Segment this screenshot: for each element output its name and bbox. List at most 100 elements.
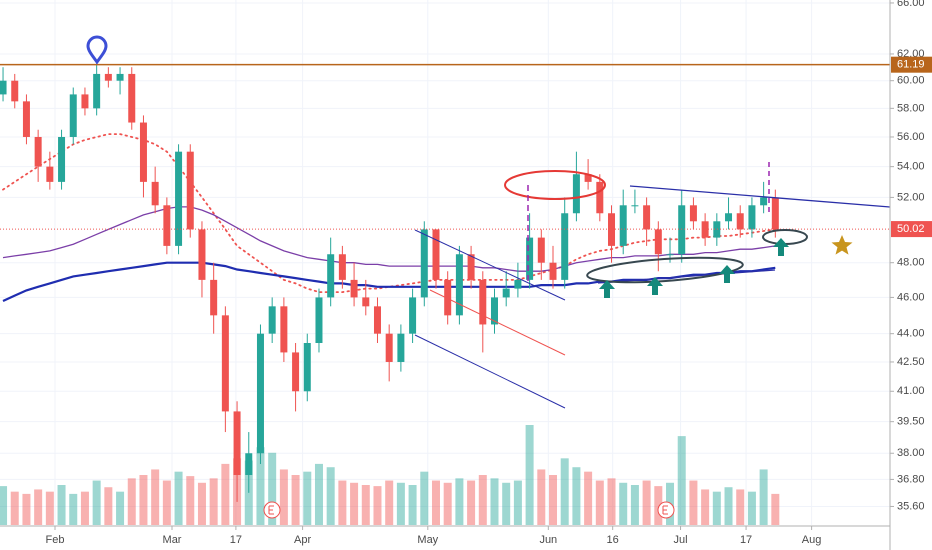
trend-line: [597, 269, 776, 284]
volume-bar: [10, 491, 19, 525]
volume-bar: [478, 475, 487, 525]
x-tick-label: Jul: [674, 534, 688, 546]
y-tick-label: 60.00: [897, 75, 925, 87]
candle-body: [233, 411, 241, 476]
candle-body: [397, 333, 405, 362]
volume-bar: [654, 486, 663, 525]
candle-body: [455, 254, 463, 316]
y-tick-label: 39.50: [897, 416, 925, 428]
y-tick-label: 52.00: [897, 191, 925, 203]
candle-body: [81, 94, 89, 109]
volume-bar: [80, 491, 89, 525]
x-tick-label: 16: [607, 534, 619, 546]
candle-body: [163, 205, 171, 246]
candle-body: [350, 279, 358, 298]
highlight-ellipse: [504, 170, 606, 200]
volume-bar: [642, 480, 651, 525]
x-tick-label: 17: [230, 534, 242, 546]
volume-bar: [291, 475, 300, 525]
volume-bar: [420, 471, 429, 525]
highlight-ellipse: [586, 256, 744, 284]
volume-bar: [0, 486, 8, 525]
volume-bar: [771, 493, 780, 525]
volume-bar: [689, 480, 698, 525]
candle-body: [654, 229, 662, 255]
volume-bar: [455, 478, 464, 525]
volume-bar: [513, 480, 522, 525]
x-tick-label: Apr: [294, 534, 311, 546]
volume-bar: [747, 491, 756, 525]
volume-bar: [268, 452, 277, 525]
volume-bar: [221, 463, 230, 525]
x-tick-label: Aug: [802, 534, 822, 546]
candle-body: [678, 205, 686, 255]
candle-body: [256, 333, 264, 454]
y-tick-label: 36.80: [897, 473, 925, 485]
moving-average: [2, 206, 776, 272]
volume-bar: [537, 469, 546, 525]
candle-body: [760, 197, 768, 206]
volume-bar: [186, 476, 195, 525]
volume-bar: [34, 489, 43, 525]
candle-body: [210, 279, 218, 316]
y-tick-label: 56.00: [897, 131, 925, 143]
candle-body: [771, 197, 779, 230]
earnings-glyph: [268, 505, 274, 515]
candle-body: [22, 101, 30, 137]
candle-body: [666, 254, 674, 256]
candle-body: [338, 254, 346, 280]
candle-body: [128, 73, 136, 123]
volume-bar: [607, 478, 616, 525]
candle-body: [93, 73, 101, 109]
candle-body: [303, 342, 311, 392]
volume-bar: [174, 471, 183, 525]
candle-body: [58, 136, 66, 182]
candle-body: [139, 122, 147, 182]
up-arrow: [719, 265, 735, 283]
volume-bar: [338, 480, 347, 525]
volume-bar: [431, 480, 440, 525]
candle-body: [748, 205, 756, 230]
volume-bar: [560, 458, 569, 525]
candle-body: [385, 333, 393, 362]
volume-bar: [22, 493, 31, 525]
candle-body: [502, 288, 510, 298]
price-label: 61.19: [897, 59, 925, 71]
candle-body: [198, 229, 206, 280]
candle-body: [315, 297, 323, 343]
volume-bar: [408, 485, 417, 525]
y-tick-label: 66.00: [897, 0, 925, 9]
volume-bar: [525, 425, 534, 525]
volume-bar: [127, 478, 136, 525]
volume-bar: [197, 482, 206, 525]
volume-bar: [385, 480, 394, 525]
volume-bar: [502, 482, 511, 525]
arrows: [599, 238, 789, 298]
candle-body: [151, 181, 159, 206]
volume-bar: [279, 469, 288, 525]
channel-line: [414, 229, 566, 301]
candle-body: [186, 151, 194, 230]
candle-body: [643, 205, 651, 230]
candle-body: [175, 151, 183, 246]
volume-bar: [116, 491, 125, 525]
candle-body: [268, 306, 276, 334]
candle-body: [467, 254, 475, 280]
drawings: [86, 35, 891, 519]
y-tick-label: 41.00: [897, 385, 925, 397]
candle-body: [327, 254, 335, 298]
y-tick-label: 48.00: [897, 257, 925, 269]
volume-bar: [151, 469, 160, 525]
pin: [86, 35, 108, 65]
candle-body: [409, 297, 417, 334]
x-tick-label: Mar: [163, 534, 182, 546]
volume-bar: [443, 482, 452, 525]
candle-body: [34, 136, 42, 167]
volume-bar: [69, 493, 78, 525]
y-tick-label: 46.00: [897, 291, 925, 303]
candle-body: [116, 73, 124, 81]
channel-mid: [429, 289, 566, 356]
up-arrow: [773, 238, 789, 256]
volume-bar: [92, 480, 101, 525]
